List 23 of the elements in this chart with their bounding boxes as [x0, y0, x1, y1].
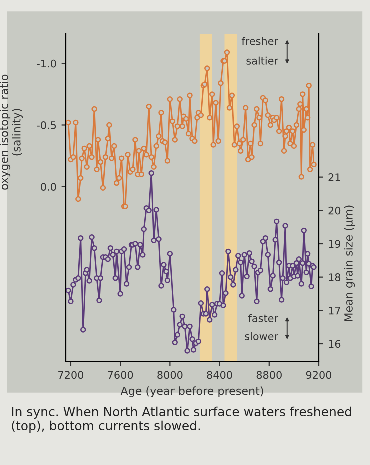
y2-axis-title: Mean grain size (µm) [344, 206, 356, 322]
annotation: slower [245, 332, 279, 340]
x-tick-label: 7600 [108, 371, 134, 380]
y-tick-label: -0.5 [37, 121, 56, 130]
annotation: fresher [242, 37, 279, 46]
annotation: faster [248, 314, 279, 322]
x-axis-title: Age (year before present) [120, 386, 264, 398]
y2-tick-label: 16 [329, 340, 341, 348]
x-tick-label: 8800 [256, 371, 282, 380]
x-tick-label: 9200 [306, 371, 332, 380]
y-axis-title: oxygen isotopic ratio (salinity) [0, 74, 23, 190]
x-tick-label: 8400 [207, 371, 232, 380]
y-tick-label: 0.0 [41, 183, 56, 192]
y2-tick-label: 20 [328, 206, 341, 215]
annotation: saltier [246, 56, 279, 65]
text: In sync. When North Atlantic surface waters freshened (top), bottom currents slowed. [12, 406, 352, 433]
y-tick-label: -1.0 [37, 60, 56, 68]
y2-tick-label: 19 [329, 240, 341, 248]
x-tick-label: 8000 [158, 371, 183, 380]
y2-tick-label: 21 [328, 174, 340, 182]
x-tick-label: 7200 [58, 371, 84, 380]
y2-tick-label: 17 [329, 307, 340, 315]
y2-tick-label: 18 [329, 274, 341, 282]
